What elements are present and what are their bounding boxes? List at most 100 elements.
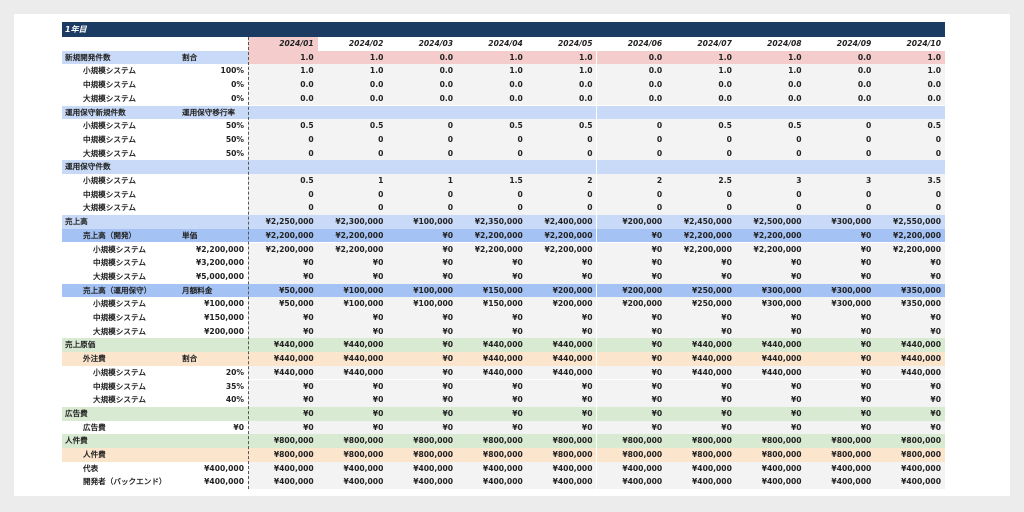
- value-cell: ¥0: [526, 406, 597, 421]
- value-cell: 0: [805, 146, 876, 161]
- row-label: 中規模システム: [62, 132, 178, 147]
- value-cell: 0.0: [387, 64, 458, 79]
- value-cell: 3: [805, 174, 876, 188]
- row-param: ¥5,000,000: [178, 269, 248, 284]
- value-cell: 0.0: [596, 50, 667, 65]
- value-cell: ¥400,000: [317, 475, 388, 490]
- value-cell: ¥0: [875, 420, 945, 435]
- row-label: 大規模システム: [62, 91, 178, 106]
- value-cell: ¥0: [666, 269, 736, 284]
- value-cell: ¥0: [596, 338, 667, 353]
- value-cell: 0: [875, 132, 945, 147]
- value-cell: ¥440,000: [457, 365, 527, 380]
- value-cell: ¥440,000: [735, 338, 806, 353]
- row-label: 中規模システム: [62, 78, 178, 92]
- value-cell: [805, 105, 876, 120]
- value-cell: 1.0: [666, 50, 736, 65]
- value-cell: ¥0: [526, 269, 597, 284]
- row-label: 中規模システム: [62, 379, 178, 394]
- value-cell: 0: [526, 187, 597, 202]
- value-cell: ¥440,000: [248, 338, 318, 353]
- value-cell: ¥0: [457, 406, 527, 421]
- value-cell: ¥2,300,000: [317, 215, 388, 229]
- sheet-title: 1年目: [62, 22, 945, 37]
- value-cell: [317, 105, 388, 120]
- value-cell: ¥0: [596, 242, 667, 257]
- value-cell: ¥0: [317, 420, 388, 435]
- value-cell: 0.0: [805, 91, 876, 106]
- value-cell: ¥2,200,000: [875, 242, 945, 257]
- row-label: 大規模システム: [62, 393, 178, 407]
- value-cell: 0: [387, 201, 458, 216]
- value-cell: ¥2,350,000: [457, 215, 527, 229]
- value-cell: ¥50,000: [248, 297, 318, 311]
- row-param: ¥0: [178, 420, 248, 435]
- value-cell: ¥0: [387, 324, 458, 339]
- value-cell: 0: [805, 201, 876, 216]
- value-cell: 2: [596, 174, 667, 188]
- value-cell: ¥2,200,000: [526, 242, 597, 257]
- row-label: 大規模システム: [62, 201, 178, 216]
- value-cell: ¥0: [526, 420, 597, 435]
- value-cell: [875, 105, 945, 120]
- value-cell: [805, 160, 876, 174]
- value-cell: 0: [526, 201, 597, 216]
- value-cell: ¥440,000: [526, 352, 597, 366]
- value-cell: 1.0: [735, 64, 806, 79]
- value-cell: ¥2,200,000: [317, 242, 388, 257]
- value-cell: ¥0: [248, 379, 318, 394]
- value-cell: ¥0: [735, 379, 806, 394]
- value-cell: 0: [387, 119, 458, 133]
- row-label: 外注費: [62, 352, 178, 366]
- value-cell: [596, 160, 667, 174]
- value-cell: ¥0: [666, 420, 736, 435]
- row-label: 大規模システム: [62, 269, 178, 284]
- value-cell: 0.5: [248, 174, 318, 188]
- row-param: ¥3,200,000: [178, 256, 248, 270]
- month-header: 2024/07: [666, 37, 736, 51]
- value-cell: ¥100,000: [387, 297, 458, 311]
- value-cell: ¥440,000: [666, 338, 736, 353]
- value-cell: ¥0: [805, 338, 876, 353]
- value-cell: ¥0: [805, 365, 876, 380]
- value-cell: ¥400,000: [805, 475, 876, 490]
- value-cell: [735, 160, 806, 174]
- value-cell: ¥0: [457, 420, 527, 435]
- value-cell: 0: [596, 119, 667, 133]
- value-cell: ¥0: [735, 269, 806, 284]
- value-cell: ¥0: [805, 379, 876, 394]
- value-cell: 0.0: [805, 50, 876, 65]
- month-header: 2024/04: [457, 37, 527, 51]
- value-cell: ¥0: [805, 311, 876, 325]
- value-cell: 0.5: [457, 119, 527, 133]
- value-cell: ¥2,500,000: [735, 215, 806, 229]
- value-cell: ¥150,000: [457, 297, 527, 311]
- value-cell: ¥440,000: [666, 365, 736, 380]
- value-cell: ¥2,200,000: [735, 242, 806, 257]
- value-cell: 1.0: [317, 64, 388, 79]
- value-cell: 0.0: [248, 91, 318, 106]
- value-cell: 0.0: [596, 78, 667, 92]
- value-cell: ¥0: [387, 406, 458, 421]
- row-label: 小規模システム: [62, 119, 178, 133]
- value-cell: ¥800,000: [735, 448, 806, 462]
- row-label: 広告費: [62, 406, 178, 421]
- value-cell: ¥0: [735, 324, 806, 339]
- value-cell: ¥0: [666, 324, 736, 339]
- value-cell: ¥2,200,000: [526, 228, 597, 243]
- value-cell: 0.5: [248, 119, 318, 133]
- row-label: 大規模システム: [62, 324, 178, 339]
- value-cell: ¥250,000: [666, 283, 736, 298]
- value-cell: ¥0: [596, 324, 667, 339]
- value-cell: ¥2,550,000: [875, 215, 945, 229]
- value-cell: ¥0: [805, 420, 876, 435]
- value-cell: ¥0: [457, 311, 527, 325]
- value-cell: [666, 160, 736, 174]
- row-label: 開発者（バックエンド）: [62, 475, 178, 490]
- value-cell: ¥0: [875, 256, 945, 270]
- value-cell: ¥0: [596, 352, 667, 366]
- value-cell: ¥0: [387, 393, 458, 407]
- value-cell: ¥0: [457, 324, 527, 339]
- value-cell: ¥0: [735, 311, 806, 325]
- value-cell: ¥100,000: [387, 283, 458, 298]
